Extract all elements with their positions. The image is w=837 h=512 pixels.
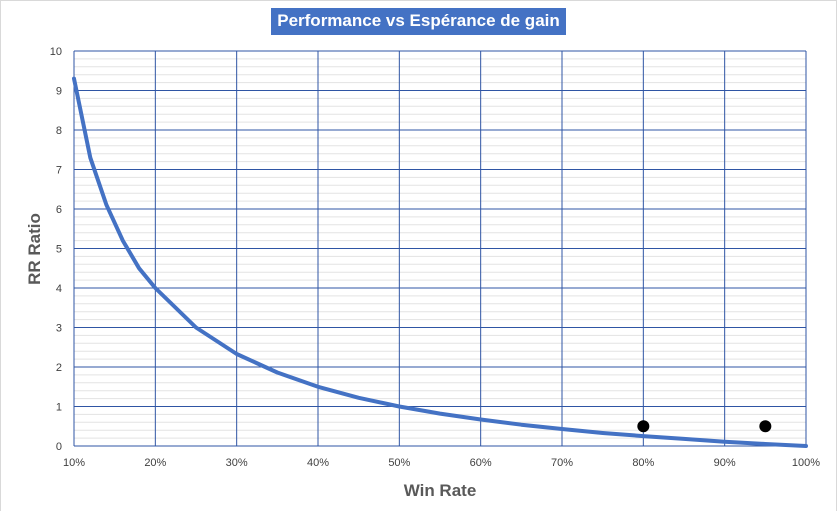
y-tick-label: 3 (56, 323, 62, 335)
y-tick-label: 5 (56, 244, 62, 256)
y-tick-label: 9 (56, 86, 62, 98)
x-axis-title: Win Rate (404, 481, 477, 500)
x-tick-label: 70% (551, 457, 573, 469)
y-tick-label: 8 (56, 125, 62, 137)
major-gridlines (73, 50, 807, 447)
y-tick-label: 6 (56, 204, 62, 216)
chart-title: Performance vs Espérance de gain (271, 8, 566, 35)
y-tick-label: 0 (56, 441, 62, 453)
x-tick-label: 60% (470, 457, 492, 469)
y-tick-label: 1 (56, 402, 62, 414)
rr-ratio-curve (72, 76, 808, 448)
x-tick-label: 90% (714, 457, 736, 469)
y-tick-label: 7 (56, 165, 62, 177)
y-tick-label: 2 (56, 362, 62, 374)
series-layer (72, 76, 808, 448)
x-tick-label: 80% (632, 457, 654, 469)
tick-labels: 0 1 2 3 4 5 6 7 8 9 10 10% 20% 30% 40% 50% 60% 70% 80% 90% 1… (50, 46, 821, 469)
x-tick-label: 30% (226, 457, 248, 469)
scatter-point (759, 420, 772, 433)
x-tick-label: 40% (307, 457, 329, 469)
chart-title-wrap: Performance vs Espérance de gain (0, 8, 837, 35)
x-tick-label: 10% (63, 457, 85, 469)
x-tick-label: 100% (792, 457, 820, 469)
x-tick-label: 50% (388, 457, 410, 469)
y-tick-label: 10 (50, 46, 62, 58)
y-axis-title: RR Ratio (25, 213, 44, 285)
scatter-point (637, 420, 650, 433)
y-tick-label: 4 (56, 283, 62, 295)
x-tick-label: 20% (144, 457, 166, 469)
